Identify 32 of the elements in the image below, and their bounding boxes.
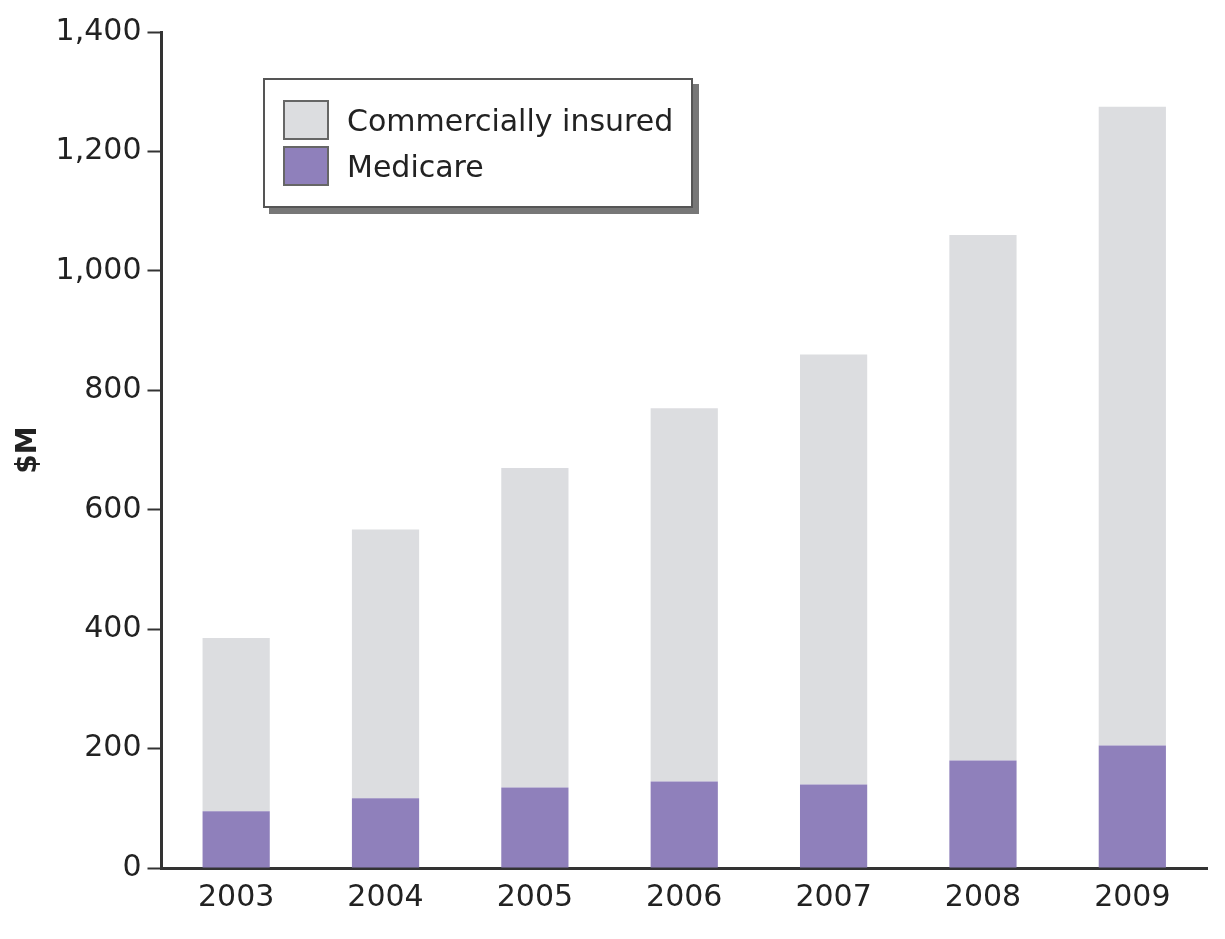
bar [1098, 745, 1166, 868]
bar [351, 798, 420, 868]
y-tick-label: 1,000 [55, 250, 142, 286]
y-axis-title: $M [10, 426, 44, 474]
y-tick-label: 400 [84, 608, 142, 644]
bar [501, 467, 569, 788]
bar [949, 235, 1017, 761]
legend-label: Commercially insured [347, 102, 674, 138]
x-tick-label: 2007 [795, 877, 872, 913]
bar [351, 529, 420, 799]
legend-label: Medicare [347, 148, 484, 184]
x-tick-label: 2005 [496, 877, 574, 913]
x-tick-label: 2003 [197, 877, 275, 913]
y-tick-label: 200 [84, 728, 142, 764]
y-tick-label: 1,200 [55, 131, 142, 167]
bar [650, 408, 718, 782]
x-tick-label: 2009 [1094, 877, 1171, 913]
bar [800, 354, 868, 785]
bar [1098, 106, 1166, 746]
bar [202, 811, 270, 868]
y-tick-label: 1,400 [55, 11, 142, 47]
bar [501, 787, 569, 868]
y-tick-label: 0 [122, 847, 142, 883]
x-tick-label: 2006 [646, 877, 723, 913]
y-tick-label: 600 [84, 489, 142, 525]
y-tick-label: 800 [84, 370, 142, 406]
x-tick-label: 2008 [944, 877, 1022, 913]
x-tick-label: 2004 [347, 877, 424, 913]
bar [202, 638, 270, 812]
bar [800, 784, 868, 868]
bar [650, 781, 718, 868]
bar [949, 760, 1017, 868]
